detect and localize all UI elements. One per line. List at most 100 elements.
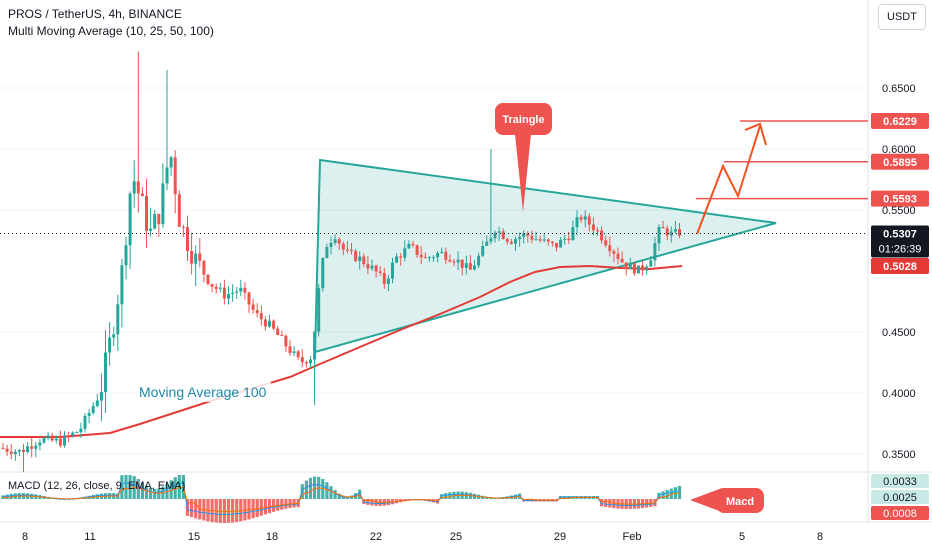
candle-body: [391, 262, 394, 279]
candle-body: [440, 251, 444, 253]
candle-body: [653, 243, 657, 261]
macd-histogram-bar: [329, 486, 333, 499]
candle-body: [493, 232, 497, 239]
candle-body: [432, 257, 435, 259]
macd-histogram-bar: [321, 478, 325, 499]
macd-histogram-bar: [177, 475, 181, 499]
candle-body: [419, 254, 423, 258]
candle-body: [54, 438, 58, 441]
macd-title: MACD (12, 26, close, 9, EMA, EMA): [8, 480, 186, 492]
candle-body: [526, 233, 530, 236]
candle-body: [423, 257, 427, 259]
macd-histogram-bar: [272, 499, 276, 512]
macd-layer: [1, 475, 682, 523]
candles-layer: [1, 51, 681, 473]
candle-body: [186, 227, 189, 251]
candle-body: [587, 216, 591, 225]
candle-body: [79, 428, 83, 433]
candle-body: [673, 229, 677, 232]
macd-histogram-bar: [259, 499, 263, 516]
candle-body: [354, 250, 358, 262]
candle-body: [116, 304, 120, 335]
x-tick-label: 11: [84, 531, 95, 543]
candle-body: [596, 230, 599, 232]
candle-body: [231, 292, 235, 294]
candle-body: [26, 446, 30, 453]
candle-body: [645, 266, 649, 271]
candle-body: [218, 287, 222, 289]
candle-body: [436, 252, 440, 258]
ma100-label: Moving Average 100: [139, 384, 267, 400]
candle-body: [624, 262, 628, 269]
candle-body: [136, 181, 140, 194]
candle-body: [46, 435, 50, 439]
macd-histogram-bar: [333, 490, 337, 499]
candle-body: [329, 242, 333, 247]
price-tag-target-3: 0.6229: [883, 116, 917, 128]
candle-body: [456, 259, 460, 263]
candle-body: [374, 265, 378, 272]
price-tag-target-1-bg: [871, 190, 929, 207]
macd-histogram-bar: [149, 487, 153, 499]
macd-histogram-bar: [5, 494, 9, 499]
triangle-callout-pointer: [515, 134, 531, 212]
candle-body: [550, 241, 554, 244]
candle-body: [268, 320, 271, 327]
grid-layer: [0, 0, 932, 523]
candle-body: [284, 335, 288, 347]
macd-histogram-bar: [120, 475, 124, 499]
candle-body: [157, 214, 161, 225]
candle-body: [272, 320, 276, 329]
candle-body: [579, 217, 583, 220]
triangle-callout-box: [495, 103, 552, 135]
x-tick-label: 25: [450, 531, 462, 543]
candle-body: [251, 304, 255, 311]
macd-histogram-bar: [444, 493, 448, 499]
candle-body: [559, 239, 563, 248]
candle-body: [628, 263, 632, 269]
macd-histogram-bar: [267, 499, 272, 514]
x-tick-label: 15: [188, 531, 200, 543]
macd-histogram-bar: [608, 499, 612, 508]
macd-histogram-bar: [600, 499, 604, 507]
macd-value-tag: 0.0008: [883, 508, 917, 520]
candle-body: [641, 265, 645, 271]
candle-body: [120, 265, 124, 305]
macd-histogram-bar: [190, 499, 194, 518]
macd-callout-pointer: [690, 488, 722, 512]
macd-histogram-bar: [194, 499, 198, 519]
candle-body: [83, 416, 87, 429]
ma100-layer: [0, 264, 683, 438]
candle-body: [210, 284, 214, 287]
candle-body: [38, 442, 42, 446]
macd-value-tag-bg: [871, 506, 929, 520]
candle-body: [489, 238, 493, 242]
macd-callout-label: Macd: [726, 496, 754, 508]
ma-label-bg: [137, 382, 271, 402]
candle-body: [358, 256, 362, 262]
signal-line: [2, 486, 680, 512]
ma100-line: [0, 264, 683, 438]
macd-value-tag-bg: [871, 490, 929, 504]
candle-body: [321, 258, 325, 289]
candle-body: [341, 243, 345, 250]
candle-body: [612, 251, 616, 254]
candle-body: [427, 257, 431, 259]
x-tick-label: 5: [739, 531, 745, 543]
candle-body: [63, 435, 66, 446]
macd-histogram-bar: [358, 489, 362, 499]
candle-body: [542, 239, 546, 241]
candle-body: [395, 256, 399, 263]
candle-body: [17, 449, 21, 452]
candle-body: [608, 245, 612, 252]
overlay-layer: Traingle Moving Average 100 Macd: [0, 103, 868, 513]
macd-histogram-bar: [604, 499, 608, 507]
candle-body: [247, 292, 251, 305]
candle-body: [235, 291, 239, 293]
candle-body: [99, 392, 103, 401]
macd-histogram-bar: [665, 489, 669, 499]
candle-body: [366, 264, 370, 269]
macd-histogram-bar: [263, 499, 267, 515]
candle-body: [75, 432, 79, 434]
currency-button[interactable]: USDT: [878, 4, 926, 30]
